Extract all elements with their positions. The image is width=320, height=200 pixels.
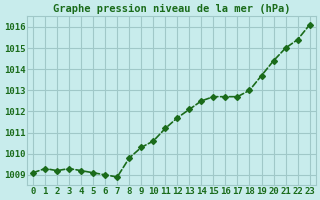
Title: Graphe pression niveau de la mer (hPa): Graphe pression niveau de la mer (hPa) (52, 4, 290, 14)
